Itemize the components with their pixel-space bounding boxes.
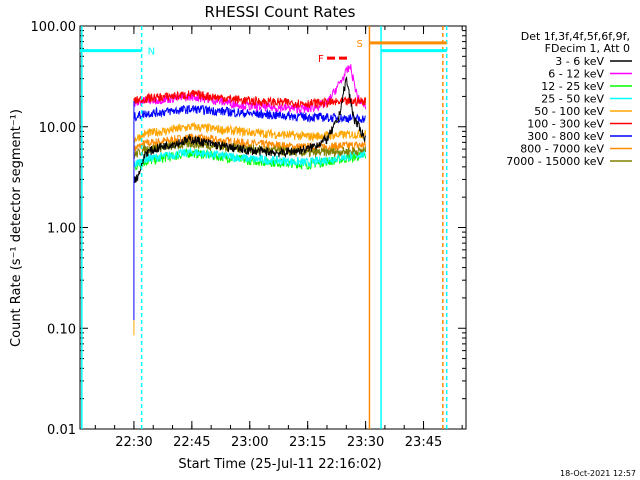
footer-date: 18-Oct-2021 12:57 <box>560 469 636 478</box>
legend-label-0: 3 - 6 keV <box>555 55 604 68</box>
y-tick-label: 100.00 <box>31 20 77 35</box>
marker-label-S: S <box>356 39 362 50</box>
legend-label-8: 7000 - 15000 keV <box>506 155 604 168</box>
y-tick-label: 10.00 <box>39 121 76 136</box>
axis-ticks <box>80 25 466 430</box>
x-tick-labels: 22:30 22:45 23:00 23:15 23:30 23:45 <box>115 435 442 450</box>
marker-label-N: N <box>148 47 155 58</box>
y-axis-label: Count Rate (s⁻¹ detector segment⁻¹) <box>9 109 24 347</box>
series-line-3 <box>133 147 367 168</box>
legend-header-line2: FDecim 1, Att 0 <box>545 42 630 55</box>
legend-label-5: 100 - 300 keV <box>527 118 604 131</box>
legend-label-6: 300 - 800 keV <box>527 130 604 143</box>
y-tick-label: 0.01 <box>47 423 76 438</box>
chart-title: RHESSI Count Rates <box>205 3 356 21</box>
x-tick-label: 22:30 <box>115 435 152 450</box>
legend: Det 1f,3f,4f,5f,6f,9f, FDecim 1, Att 0 3… <box>506 30 632 168</box>
x-tick-label: 23:30 <box>347 435 384 450</box>
legend-header-line1: Det 1f,3f,4f,5f,6f,9f, <box>521 30 630 43</box>
series-line-5 <box>133 89 367 109</box>
legend-label-4: 50 - 100 keV <box>534 105 604 118</box>
y-tick-label: 1.00 <box>47 222 76 237</box>
legend-label-2: 12 - 25 keV <box>541 80 604 93</box>
series-line-6 <box>133 104 366 124</box>
series-layer <box>133 64 367 336</box>
legend-label-3: 25 - 50 keV <box>541 93 604 106</box>
y-tick-labels: 0.01 0.10 1.00 10.00 100.00 <box>31 20 77 438</box>
marker-layer: N F S <box>79 26 448 429</box>
legend-label-1: 6 - 12 keV <box>548 68 604 81</box>
x-tick-label: 22:45 <box>173 435 210 450</box>
x-axis-label: Start Time (25-Jul-11 22:16:02) <box>178 457 381 472</box>
series-line-4 <box>133 121 367 145</box>
legend-label-7: 800 - 7000 keV <box>520 143 604 156</box>
x-tick-label: 23:45 <box>405 435 442 450</box>
plot-frame <box>79 25 467 430</box>
marker-label-F: F <box>318 54 324 65</box>
y-tick-label: 0.10 <box>47 322 76 337</box>
x-tick-label: 23:15 <box>289 435 326 450</box>
x-tick-label: 23:00 <box>231 435 268 450</box>
series-line-1 <box>133 64 367 114</box>
series-line-0 <box>133 76 367 183</box>
